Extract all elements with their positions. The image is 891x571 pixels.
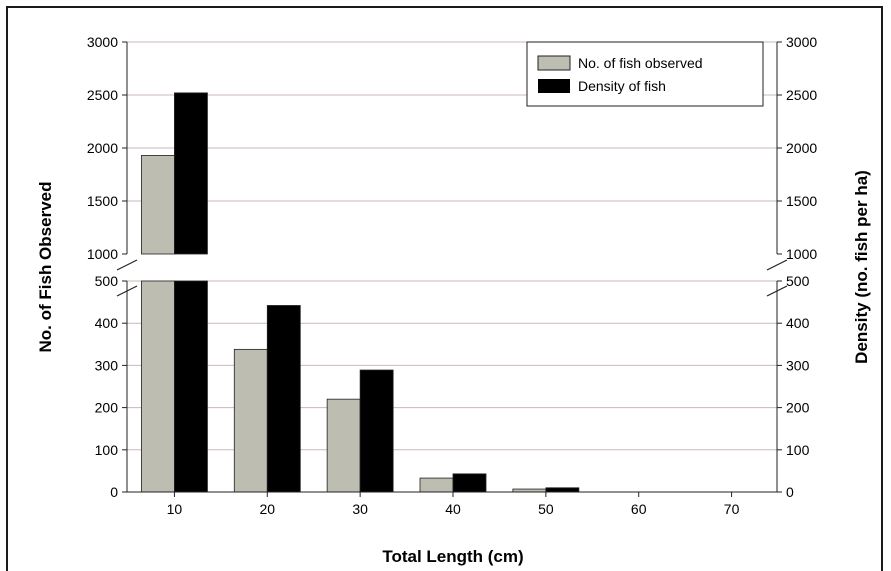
axis-break-mark [766,259,788,271]
x-tick-label: 70 [724,501,740,517]
bar-observed-40 [419,477,454,493]
bars [141,92,580,493]
x-tick-label: 20 [259,501,275,517]
y-tick-label-right: 2000 [786,140,817,156]
x-tick-label: 10 [167,501,183,517]
bar-observed-10 [141,155,175,255]
legend-swatch-density [538,79,570,93]
y-tick-label-right: 400 [786,315,810,331]
y-tick-label-right: 200 [786,400,810,416]
legend-box [526,41,764,107]
y-tick-label-right: 2500 [786,87,817,103]
bar-observed-10-lower [141,280,175,493]
axis-break-mark [116,285,138,297]
bar-density-50 [545,487,580,493]
bar-density-10-lower [174,280,208,493]
x-tick-label: 30 [352,501,368,517]
figure-frame [6,6,883,571]
legend-label-density: Density of fish [578,78,666,94]
legend-label-observed: No. of fish observed [578,55,703,71]
bar-density-10 [174,92,208,255]
x-tick-label: 60 [631,501,647,517]
y-tick-label-left: 400 [95,315,119,331]
y-tick-label-right: 0 [786,484,794,500]
y-tick-label-left: 2500 [87,87,118,103]
y-axis-label-right: Density (no. fish per ha) [852,170,871,364]
bar-density-40 [452,473,487,493]
y-axis-label-left: No. of Fish Observed [36,182,55,353]
y-tick-label-right: 300 [786,357,810,373]
y-tick-label-left: 0 [110,484,118,500]
x-axis-label: Total Length (cm) [382,547,523,566]
y-tick-label-left: 100 [95,442,119,458]
axis-break-mark [116,259,138,271]
y-tick-label-right: 1000 [786,246,817,262]
x-tick-label: 40 [445,501,461,517]
bar-observed-30 [326,398,361,493]
y-tick-label-left: 300 [95,357,119,373]
y-tick-label-right: 500 [786,273,810,289]
bar-observed-20 [233,348,268,493]
x-tick-label: 50 [538,501,554,517]
y-tick-label-right: 100 [786,442,810,458]
y-tick-label-left: 2000 [87,140,118,156]
y-tick-label-left: 1000 [87,246,118,262]
bar-density-20 [266,305,301,493]
legend-swatch-observed [537,55,571,71]
y-tick-label-left: 500 [95,273,119,289]
legend: No. of fish observed Density of fish [526,41,764,107]
axes [116,41,788,497]
y-tick-label-left: 1500 [87,193,118,209]
y-tick-label-left: 3000 [87,34,118,50]
y-tick-label-left: 200 [95,400,119,416]
bar-density-30 [359,369,394,493]
axis-break-mark [766,285,788,297]
y-tick-label-right: 3000 [786,34,817,50]
y-tick-label-right: 1500 [786,193,817,209]
